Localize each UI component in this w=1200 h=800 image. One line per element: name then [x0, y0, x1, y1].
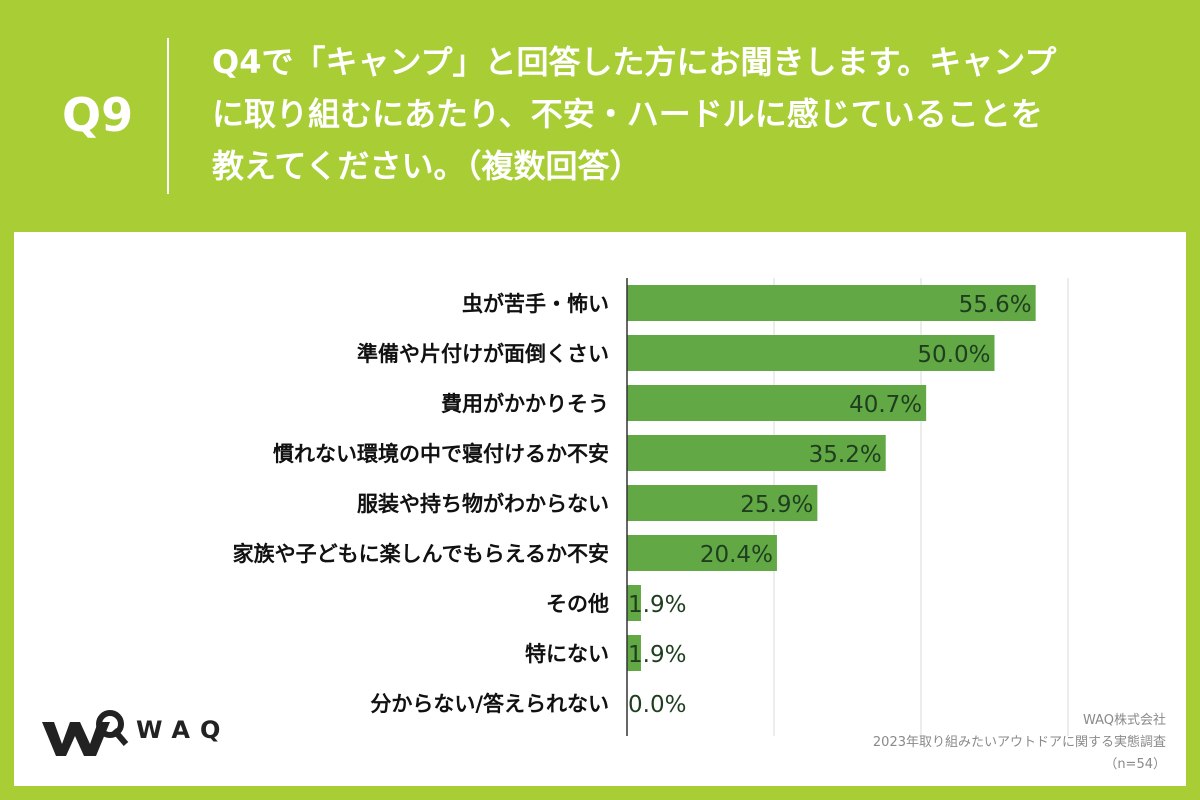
header-divider [167, 38, 169, 194]
waq-logo: WAQ [40, 710, 250, 760]
bar [627, 585, 641, 621]
logo-wordmark: WAQ [136, 716, 231, 744]
bar-chart: 虫が苦手・怖い 55.6% 準備や片付けが面倒くさい 50.0% 費用がかかりそう 40.… [233, 278, 1069, 736]
value-label: 20.4% [700, 542, 773, 568]
category-label: 特にない [525, 642, 609, 666]
bar [627, 285, 1036, 321]
value-label: 55.6% [959, 292, 1032, 318]
question-header: Q9 Q4で「キャンプ」と回答した方にお聞きします。キャンプ に取り組むにあたり… [0, 0, 1200, 232]
bar [627, 485, 818, 521]
waq-logo-icon [42, 710, 129, 756]
category-label: 費用がかかりそう [441, 392, 609, 416]
question-line-2: に取り組むにあたり、不安・ハードルに感じていることを [212, 95, 1043, 133]
bar [627, 535, 777, 571]
category-label: 準備や片付けが面倒くさい [357, 342, 609, 366]
bar [627, 435, 886, 471]
source-note: WAQ株式会社 2023年取り組みたいアウトドアに関する実態調査 （n=54） [873, 710, 1166, 776]
value-label: 1.9% [628, 592, 686, 618]
source-company: WAQ株式会社 [1082, 713, 1166, 728]
value-label: 25.9% [740, 492, 813, 518]
value-label: 1.9% [628, 642, 686, 668]
source-survey: 2023年取り組みたいアウトドアに関する実態調査 [872, 735, 1166, 750]
category-label: 家族や子どもに楽しんでもらえるか不安 [233, 542, 609, 566]
value-label: 50.0% [917, 342, 990, 368]
question-line-1: Q4で「キャンプ」と回答した方にお聞きします。キャンプ [212, 43, 1057, 81]
category-label: 虫が苦手・怖い [462, 292, 609, 316]
value-label: 0.0% [628, 692, 686, 718]
bar [627, 635, 641, 671]
chart-panel: 虫が苦手・怖い 55.6% 準備や片付けが面倒くさい 50.0% 費用がかかりそう 40.… [14, 232, 1186, 786]
category-label: 服装や持ち物がわからない [357, 492, 609, 516]
bar [627, 385, 927, 421]
source-sample-size: （n=54） [1104, 757, 1166, 772]
bar [627, 335, 995, 371]
question-number: Q9 [62, 88, 134, 142]
value-label: 40.7% [849, 392, 922, 418]
question-line-3: 教えてください。（複数回答） [212, 147, 642, 185]
category-label: 慣れない環境の中で寝付けるか不安 [272, 442, 609, 466]
category-label: 分からない/答えられない [370, 692, 609, 716]
category-label: その他 [546, 592, 609, 616]
value-label: 35.2% [809, 442, 882, 468]
question-text: Q4で「キャンプ」と回答した方にお聞きします。キャンプ に取り組むにあたり、不安… [212, 36, 1172, 192]
